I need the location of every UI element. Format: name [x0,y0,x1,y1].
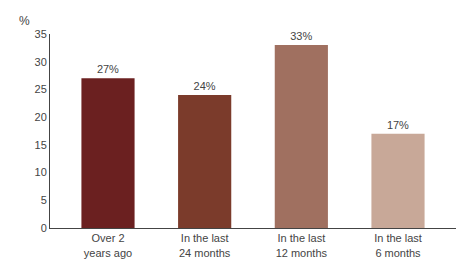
svg-text:In the last6 months: In the last6 months [374,232,422,258]
svg-text:In the last24 months: In the last24 months [179,232,231,258]
svg-text:In the last12 months: In the last12 months [276,232,328,258]
svg-text:25: 25 [35,83,47,95]
svg-text:0: 0 [41,222,47,234]
svg-text:20: 20 [35,111,47,123]
svg-text:33%: 33% [290,30,312,42]
svg-text:Over 2years ago: Over 2years ago [84,232,132,258]
svg-text:27%: 27% [97,63,119,75]
svg-text:10: 10 [35,166,47,178]
svg-text:%: % [19,14,30,28]
svg-text:24%: 24% [194,80,216,92]
svg-text:30: 30 [35,56,47,68]
svg-text:17%: 17% [387,119,409,131]
svg-text:15: 15 [35,139,47,151]
svg-text:5: 5 [41,194,47,206]
svg-text:35: 35 [35,28,47,40]
